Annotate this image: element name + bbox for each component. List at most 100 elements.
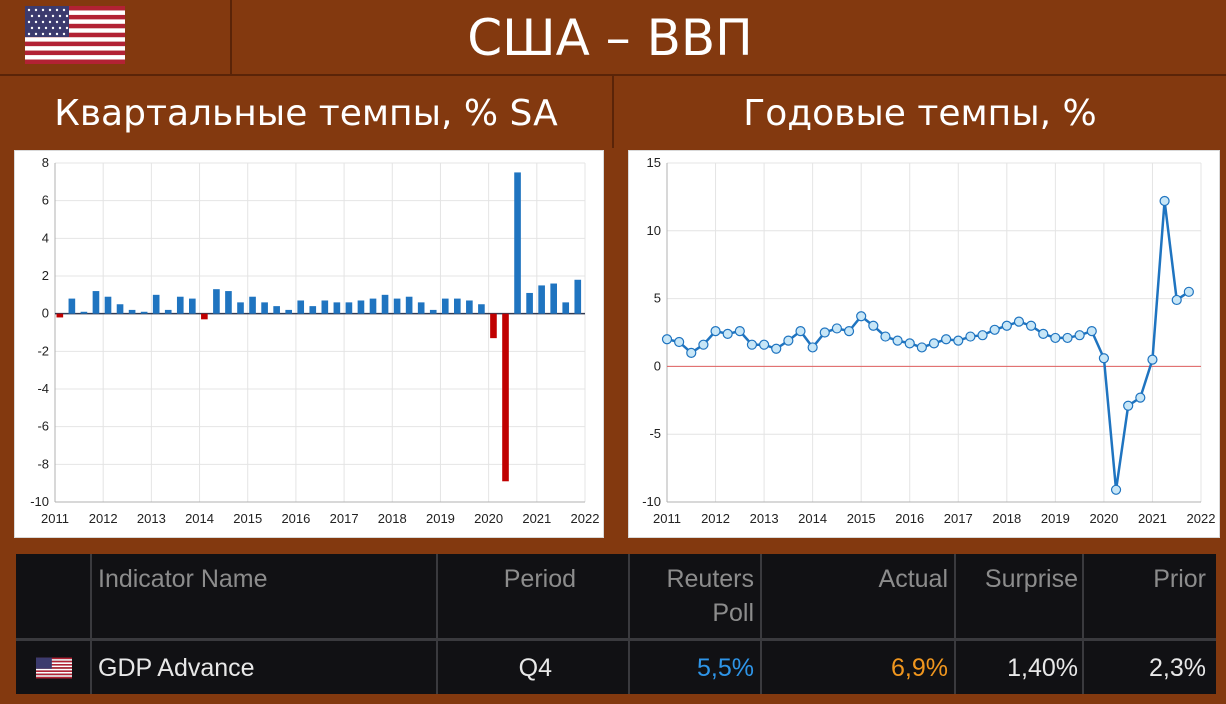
data-point: [1147, 354, 1158, 365]
bar: [466, 300, 473, 314]
x-tick-label: 2019: [426, 511, 455, 526]
indicator-table: Indicator Name Period Reuters Poll Actua…: [16, 554, 1216, 694]
x-tick-label: 2012: [89, 511, 118, 526]
x-tick-label: 2018: [992, 511, 1021, 526]
data-point: [807, 342, 818, 353]
bar: [321, 300, 329, 314]
bar: [441, 298, 449, 314]
x-tick-label: 2015: [233, 511, 262, 526]
data-point: [819, 327, 830, 338]
quarterly-bar-chart-svg: 8 6 4 2 0 -2 -4 -6 -8 -10 2011 2012 2013 2014 2015 2016…: [30, 155, 600, 526]
annual-line-chart-svg: 15 10 5 0 -5 -10 2011 2012 2013 2014 2015 2016 2017 2…: [642, 155, 1216, 526]
table-row[interactable]: GDP Advance Q4 5,5% 6,9% 1,40% 2,3%: [16, 642, 1216, 694]
header-reuters-line1: Reuters: [666, 565, 754, 593]
data-point: [1183, 286, 1194, 297]
x-tick-label: 2016: [281, 511, 310, 526]
y-tick-label: -5: [649, 426, 661, 441]
y-tick-label: -2: [37, 343, 49, 358]
data-point: [928, 338, 940, 349]
x-tick-label: 2022: [571, 511, 600, 526]
data-point: [856, 311, 867, 322]
y-tick-label: 6: [42, 193, 49, 208]
x-tick-label: 2014: [185, 511, 214, 526]
data-point: [1135, 392, 1146, 403]
row-prior: 2,3%: [1149, 654, 1206, 682]
data-point: [965, 331, 976, 342]
data-point: [710, 326, 721, 337]
x-tick-label: 2012: [701, 511, 730, 526]
row-period: Q4: [518, 654, 552, 682]
data-point: [674, 336, 685, 348]
x-tick-label: 2021: [522, 511, 551, 526]
bar: [176, 296, 184, 314]
data-point: [904, 338, 915, 349]
header-row: США – ВВП: [0, 0, 1226, 76]
data-point: [977, 330, 988, 341]
data-point: [1074, 330, 1085, 341]
col-divider: [628, 554, 630, 694]
bar: [92, 291, 100, 314]
bar: [249, 296, 256, 314]
data-point: [1038, 328, 1049, 339]
data-point: [953, 335, 964, 346]
data-point: [843, 326, 855, 337]
bar: [369, 298, 377, 314]
x-tick-label: 2014: [798, 511, 827, 526]
y-tick-label: 10: [647, 223, 661, 238]
header-actual: Actual: [878, 565, 948, 593]
x-tick-label: 2022: [1187, 511, 1216, 526]
bar: [273, 306, 280, 314]
data-point: [746, 339, 758, 350]
bar: [345, 302, 353, 314]
bar: [56, 313, 64, 318]
data-point: [892, 335, 903, 346]
data-point: [1086, 326, 1097, 337]
header-period: Period: [503, 565, 576, 593]
col-divider: [954, 554, 956, 694]
bar: [381, 294, 389, 314]
data-point: [941, 334, 952, 345]
data-point: [1062, 332, 1073, 344]
header-prior: Prior: [1153, 565, 1206, 593]
row-reuters-poll: 5,5%: [697, 654, 754, 682]
bar: [514, 172, 521, 314]
bar: [393, 298, 401, 314]
bar: [201, 313, 208, 320]
bar: [116, 304, 124, 314]
bar: [405, 296, 413, 314]
data-point: [1013, 316, 1025, 327]
data-point: [661, 334, 673, 345]
col-divider: [760, 554, 762, 694]
header-reuters-line2: Poll: [712, 599, 754, 627]
data-point: [916, 342, 927, 353]
quarterly-chart: 8 6 4 2 0 -2 -4 -6 -8 -10 2011 2012 2013 2014 2015 2016…: [14, 150, 604, 538]
data-point: [758, 339, 770, 350]
data-point: [1025, 320, 1037, 331]
us-flag-icon: [36, 657, 72, 679]
data-point: [1110, 484, 1122, 495]
header-reuters-poll: Reuters Poll: [630, 554, 754, 630]
col-divider: [1082, 554, 1084, 694]
header-surprise: Surprise: [984, 565, 1078, 593]
col-divider: [90, 554, 92, 694]
bar: [562, 302, 570, 314]
data-point: [1171, 294, 1182, 306]
data-point: [795, 326, 806, 337]
bar: [490, 313, 497, 339]
bar: [68, 298, 76, 314]
y-tick-label: -8: [37, 456, 49, 471]
bar: [538, 285, 545, 314]
data-point: [1123, 400, 1134, 411]
bar: [164, 309, 172, 314]
col-divider: [436, 554, 438, 694]
x-tick-label: 2020: [1089, 511, 1118, 526]
row-actual: 6,9%: [891, 654, 948, 682]
data-point: [771, 343, 782, 354]
data-point: [831, 323, 843, 334]
data-point: [880, 331, 891, 342]
data-point: [722, 328, 733, 339]
bar: [309, 306, 317, 314]
y-tick-label: -10: [642, 494, 661, 509]
x-tick-label: 2013: [750, 511, 779, 526]
x-tick-label: 2017: [944, 511, 973, 526]
